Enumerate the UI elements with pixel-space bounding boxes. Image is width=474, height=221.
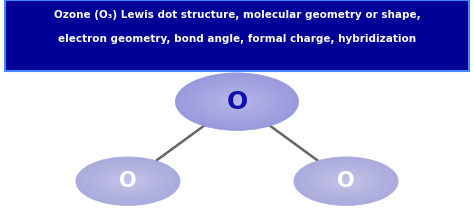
Circle shape xyxy=(212,90,262,113)
Circle shape xyxy=(99,168,156,194)
Text: O: O xyxy=(227,90,247,114)
Circle shape xyxy=(343,180,348,183)
Circle shape xyxy=(110,173,146,190)
Circle shape xyxy=(107,171,149,191)
Circle shape xyxy=(178,74,296,129)
Circle shape xyxy=(338,178,354,185)
Circle shape xyxy=(191,80,283,123)
Circle shape xyxy=(112,174,144,189)
Circle shape xyxy=(76,157,180,206)
Circle shape xyxy=(182,76,292,128)
Circle shape xyxy=(203,86,271,118)
Circle shape xyxy=(310,164,383,198)
Circle shape xyxy=(86,162,170,201)
Circle shape xyxy=(325,171,367,191)
Circle shape xyxy=(94,165,162,197)
Circle shape xyxy=(118,176,138,186)
Circle shape xyxy=(120,178,136,185)
Circle shape xyxy=(115,175,141,187)
Circle shape xyxy=(206,87,268,116)
Circle shape xyxy=(299,159,393,203)
Circle shape xyxy=(78,158,177,204)
Circle shape xyxy=(320,169,372,193)
Circle shape xyxy=(194,82,280,122)
Circle shape xyxy=(307,163,385,199)
Circle shape xyxy=(221,94,252,109)
Circle shape xyxy=(104,170,152,192)
Circle shape xyxy=(215,91,259,112)
Circle shape xyxy=(123,179,133,184)
Circle shape xyxy=(328,173,364,190)
Circle shape xyxy=(333,175,359,187)
FancyBboxPatch shape xyxy=(5,0,469,71)
Circle shape xyxy=(301,160,390,202)
Circle shape xyxy=(231,99,243,105)
Text: O: O xyxy=(337,171,355,191)
Circle shape xyxy=(315,167,377,196)
Circle shape xyxy=(317,168,375,194)
Circle shape xyxy=(294,157,398,206)
Circle shape xyxy=(209,89,264,114)
Circle shape xyxy=(125,180,131,183)
Circle shape xyxy=(91,164,164,198)
Circle shape xyxy=(312,165,380,197)
Circle shape xyxy=(228,97,246,106)
Text: Ozone (O₃) Lewis dot structure, molecular geometry or shape,: Ozone (O₃) Lewis dot structure, molecula… xyxy=(54,10,420,20)
Circle shape xyxy=(89,163,167,199)
Circle shape xyxy=(219,93,255,110)
Circle shape xyxy=(304,162,388,201)
Circle shape xyxy=(97,167,159,196)
Circle shape xyxy=(83,160,173,202)
Circle shape xyxy=(102,169,154,193)
Circle shape xyxy=(197,83,277,120)
Circle shape xyxy=(322,170,370,192)
Circle shape xyxy=(341,179,351,184)
Circle shape xyxy=(296,158,395,204)
Circle shape xyxy=(175,73,299,130)
Text: O: O xyxy=(119,171,137,191)
Circle shape xyxy=(200,84,274,119)
Circle shape xyxy=(234,100,240,103)
Circle shape xyxy=(336,176,356,186)
Circle shape xyxy=(81,159,175,203)
Circle shape xyxy=(188,79,286,125)
Text: electron geometry, bond angle, formal charge, hybridization: electron geometry, bond angle, formal ch… xyxy=(58,34,416,44)
Circle shape xyxy=(330,174,362,189)
Circle shape xyxy=(225,96,249,107)
Circle shape xyxy=(184,77,289,126)
